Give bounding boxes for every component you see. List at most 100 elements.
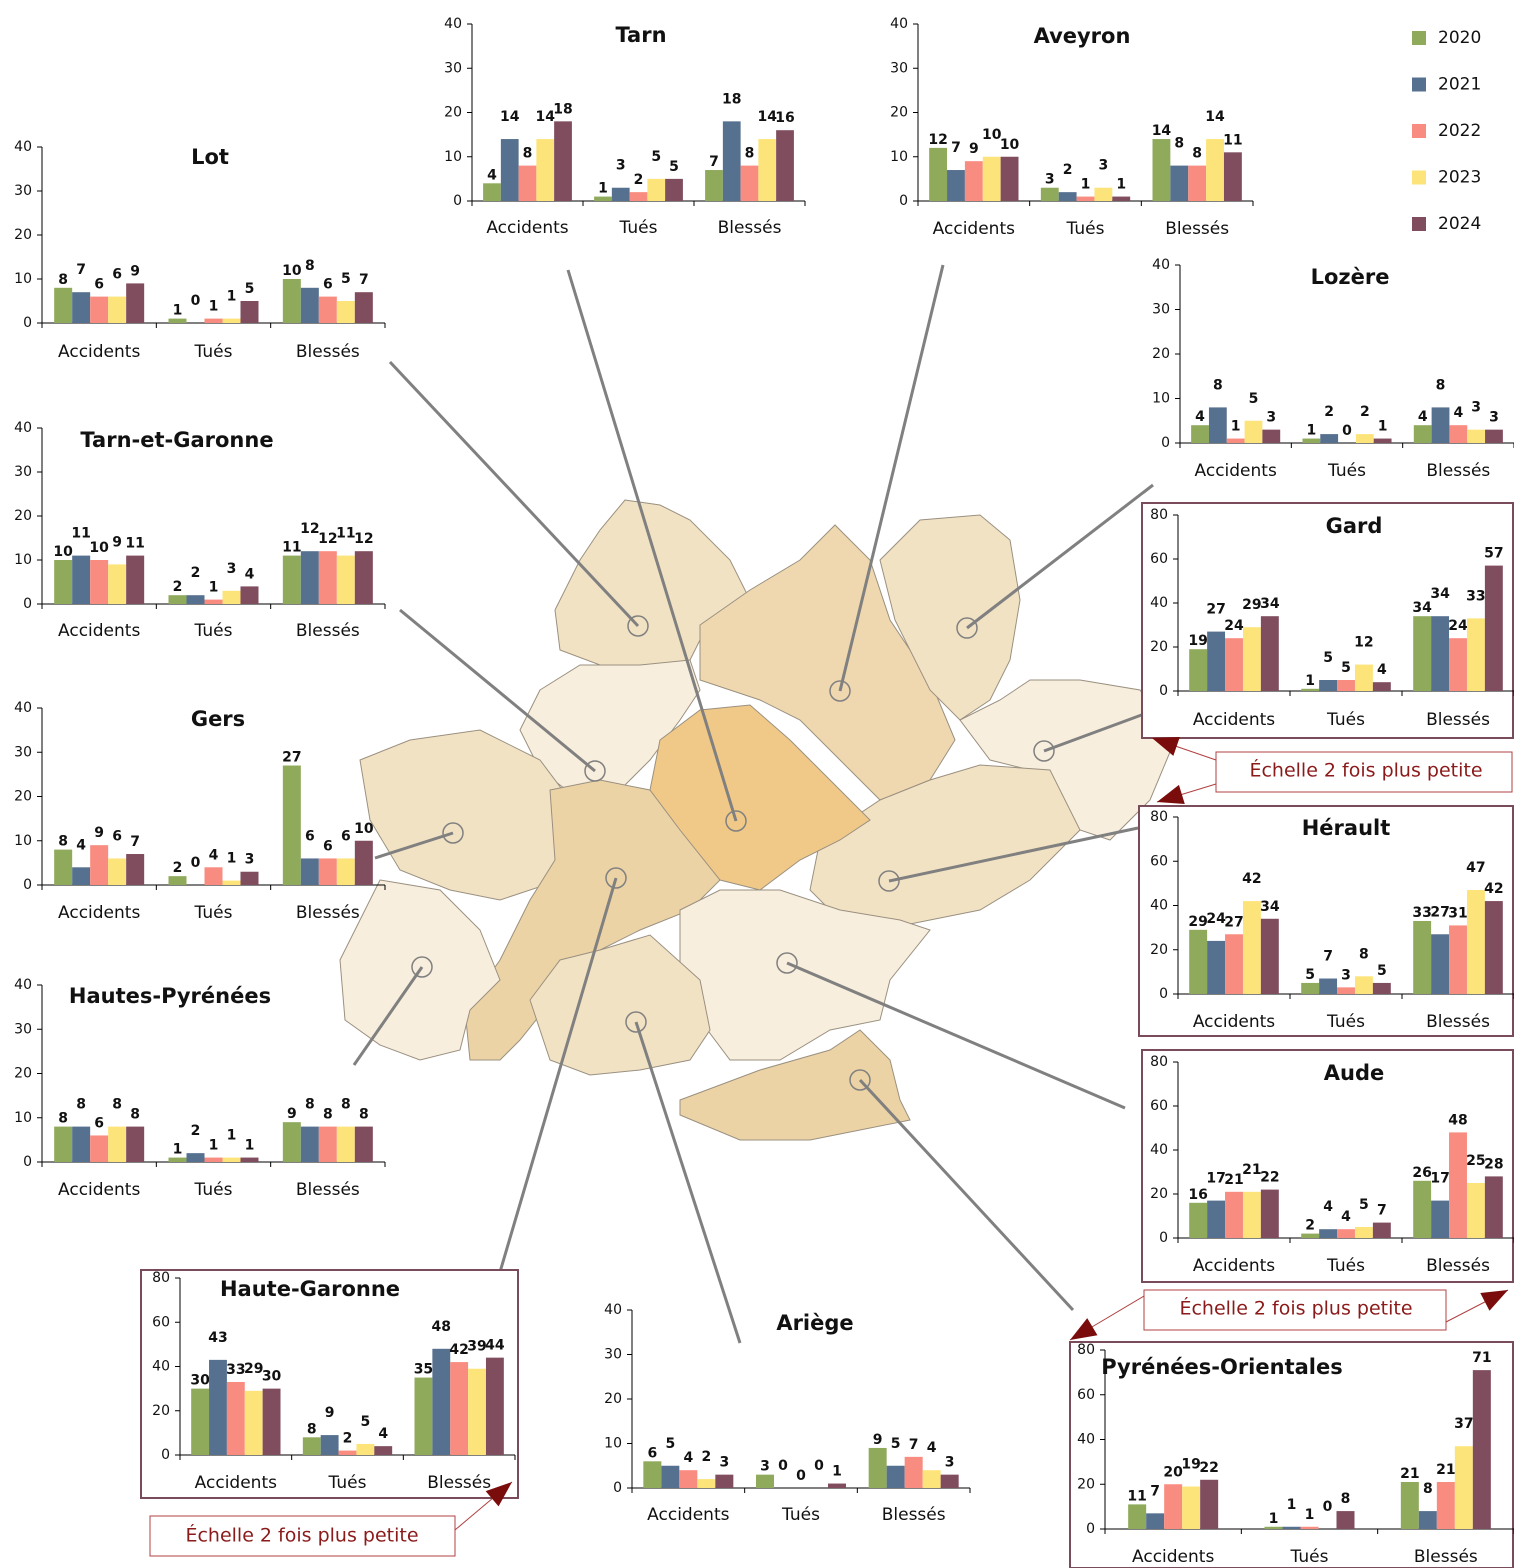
data-label: 3 — [945, 1455, 955, 1471]
data-label: 1 — [1378, 419, 1388, 435]
legend-swatch — [1412, 31, 1426, 45]
bar — [432, 1348, 451, 1455]
bar — [554, 121, 572, 201]
data-label: 2 — [1063, 162, 1073, 178]
bar — [1337, 680, 1355, 691]
data-label: 44 — [485, 1338, 505, 1354]
data-label: 7 — [76, 262, 86, 278]
data-label: 6 — [94, 277, 104, 293]
bar — [1400, 1482, 1419, 1529]
leader-line — [838, 264, 945, 692]
x-tick-label: Blessés — [296, 342, 360, 362]
bar — [1260, 616, 1279, 691]
data-label: 3 — [719, 1455, 729, 1471]
bar — [1436, 1482, 1455, 1529]
bar — [204, 599, 223, 604]
data-label: 33 — [226, 1362, 245, 1378]
data-label: 1 — [173, 1142, 183, 1158]
data-label: 7 — [359, 272, 369, 288]
y-tick-label: 20 — [14, 227, 32, 243]
y-tick-label: 20 — [14, 508, 32, 524]
data-label: 27 — [1430, 904, 1449, 920]
x-tick-label: Blessés — [1165, 219, 1229, 239]
chart-title: Hérault — [1302, 816, 1391, 840]
bar — [705, 170, 723, 201]
chart-title: Pyrénées-Orientales — [1101, 1355, 1342, 1379]
map-marker — [584, 760, 606, 782]
y-tick-label: 10 — [14, 833, 32, 849]
y-tick-label: 20 — [1150, 942, 1168, 958]
x-tick-label: Accidents — [486, 218, 568, 238]
data-label: 8 — [130, 1107, 140, 1123]
data-label: 0 — [191, 293, 201, 309]
y-tick-label: 0 — [161, 1447, 170, 1463]
data-label: 4 — [927, 1440, 937, 1456]
x-tick-label: Accidents — [1193, 1012, 1275, 1032]
bar — [1207, 631, 1226, 691]
data-label: 29 — [1242, 597, 1261, 613]
legend-label: 2024 — [1438, 214, 1481, 234]
bar — [485, 1357, 504, 1455]
data-label: 21 — [1224, 1172, 1243, 1188]
data-label: 27 — [1224, 914, 1243, 930]
bar — [191, 1388, 210, 1455]
bar — [108, 564, 127, 604]
y-tick-label: 30 — [14, 1021, 32, 1037]
bar — [1472, 1370, 1491, 1529]
bar — [168, 1157, 187, 1162]
bar — [108, 858, 127, 885]
bar — [126, 854, 145, 885]
data-label: 4 — [1418, 409, 1428, 425]
legend-label: 2020 — [1438, 28, 1481, 48]
data-label: 17 — [1206, 1171, 1225, 1187]
bar — [1302, 438, 1321, 443]
data-label: 5 — [360, 1414, 370, 1430]
x-tick-label: Tués — [194, 1180, 233, 1200]
y-tick-label: 20 — [152, 1403, 170, 1419]
data-label: 8 — [1436, 377, 1446, 393]
note-arrow-head — [1070, 1318, 1098, 1340]
data-label: 1 — [245, 1138, 255, 1154]
map — [339, 499, 1176, 1141]
x-tick-label: Blessés — [427, 1473, 491, 1493]
data-label: 28 — [1484, 1156, 1503, 1172]
bar — [168, 876, 187, 885]
bar — [354, 551, 373, 604]
y-tick-label: 30 — [444, 60, 462, 76]
data-label: 2 — [191, 1123, 201, 1139]
bar — [828, 1483, 846, 1488]
bar — [715, 1474, 734, 1488]
data-label: 6 — [323, 277, 333, 293]
leader-line — [966, 483, 1154, 630]
data-label: 1 — [173, 303, 183, 319]
bar — [1191, 425, 1209, 443]
data-label: 14 — [500, 109, 520, 125]
bar — [204, 867, 223, 885]
data-label: 12 — [318, 531, 337, 547]
data-label: 3 — [245, 852, 255, 868]
data-label: 8 — [1174, 136, 1184, 152]
bar — [1225, 1191, 1243, 1238]
y-tick-label: 0 — [23, 1154, 32, 1170]
bar — [1466, 890, 1485, 994]
data-label: 5 — [1359, 1197, 1369, 1213]
bar — [758, 139, 777, 201]
bar — [1189, 1202, 1208, 1238]
y-tick-label: 0 — [1086, 1521, 1095, 1537]
data-label: 18 — [553, 101, 572, 117]
data-label: 2 — [191, 565, 201, 581]
data-label: 24 — [1224, 618, 1244, 634]
bar — [1301, 982, 1320, 994]
note: Échelle 2 fois plus petite — [1179, 1297, 1412, 1320]
bar — [1189, 929, 1208, 994]
x-tick-label: Blessés — [882, 1505, 946, 1525]
y-tick-label: 40 — [1150, 1142, 1168, 1158]
x-tick-label: Blessés — [1426, 710, 1490, 730]
data-label: 39 — [467, 1339, 486, 1355]
data-label: 7 — [1150, 1483, 1160, 1499]
data-label: 11 — [125, 536, 144, 552]
chart-title: Tarn-et-Garonne — [80, 428, 273, 452]
chart-title: Tarn — [615, 23, 666, 47]
data-label: 22 — [1260, 1170, 1279, 1186]
